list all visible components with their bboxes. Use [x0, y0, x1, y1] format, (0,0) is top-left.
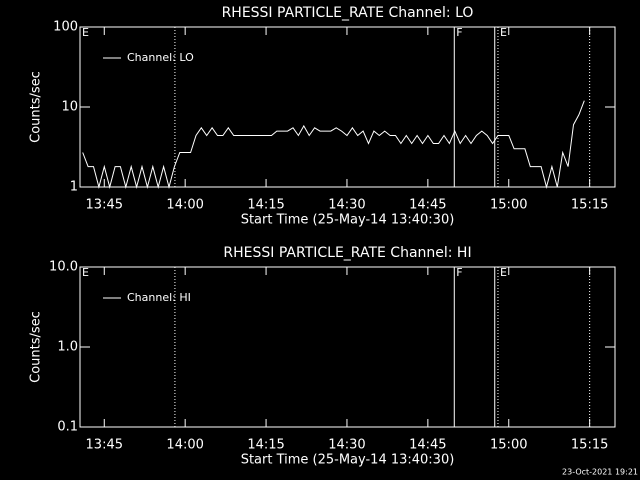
- x-tick-label: 14:00: [166, 198, 203, 213]
- y-axis-label: Counts/sec: [29, 311, 44, 383]
- data-line: [82, 100, 585, 189]
- chart-title: RHESSI PARTICLE_RATE Channel: HI: [223, 245, 471, 261]
- footer: 23-Oct-2021 19:21: [562, 468, 638, 477]
- x-tick-label: 15:00: [490, 438, 527, 453]
- x-tick-label: 14:15: [247, 198, 284, 213]
- x-tick-label: 14:00: [166, 438, 203, 453]
- y-tick-label: 10: [61, 100, 78, 115]
- chart-title: RHESSI PARTICLE_RATE Channel: LO: [222, 5, 474, 21]
- x-tick-label: 14:30: [328, 198, 365, 213]
- x-tick-label: 14:30: [328, 438, 365, 453]
- legend-label: Channel: LO: [127, 51, 194, 64]
- legend-label: Channel: HI: [127, 291, 191, 304]
- x-axis-label: Start Time (25-May-14 13:40:30): [241, 213, 455, 228]
- x-tick-label: 14:45: [409, 198, 446, 213]
- event-label: E: [500, 26, 507, 39]
- y-tick-label: 10.0: [49, 260, 78, 275]
- x-tick-label: 13:45: [86, 438, 123, 453]
- event-label: F: [456, 266, 462, 279]
- x-tick-label: 14:45: [409, 438, 446, 453]
- x-tick-label: 13:45: [86, 198, 123, 213]
- y-tick-label: 1.0: [57, 340, 78, 355]
- event-label: E: [82, 266, 89, 279]
- x-axis-label: Start Time (25-May-14 13:40:30): [241, 453, 455, 468]
- y-tick-label: 0.1: [57, 420, 78, 435]
- x-tick-label: 14:15: [247, 438, 284, 453]
- x-tick-label: 15:15: [571, 438, 608, 453]
- y-tick-label: 1: [70, 180, 78, 195]
- event-label: E: [500, 266, 507, 279]
- y-axis-label: Counts/sec: [29, 71, 44, 143]
- y-tick-label: 100: [53, 20, 78, 35]
- x-tick-label: 15:00: [490, 198, 527, 213]
- event-label: E: [82, 26, 89, 39]
- event-label: F: [456, 26, 462, 39]
- x-tick-label: 15:15: [571, 198, 608, 213]
